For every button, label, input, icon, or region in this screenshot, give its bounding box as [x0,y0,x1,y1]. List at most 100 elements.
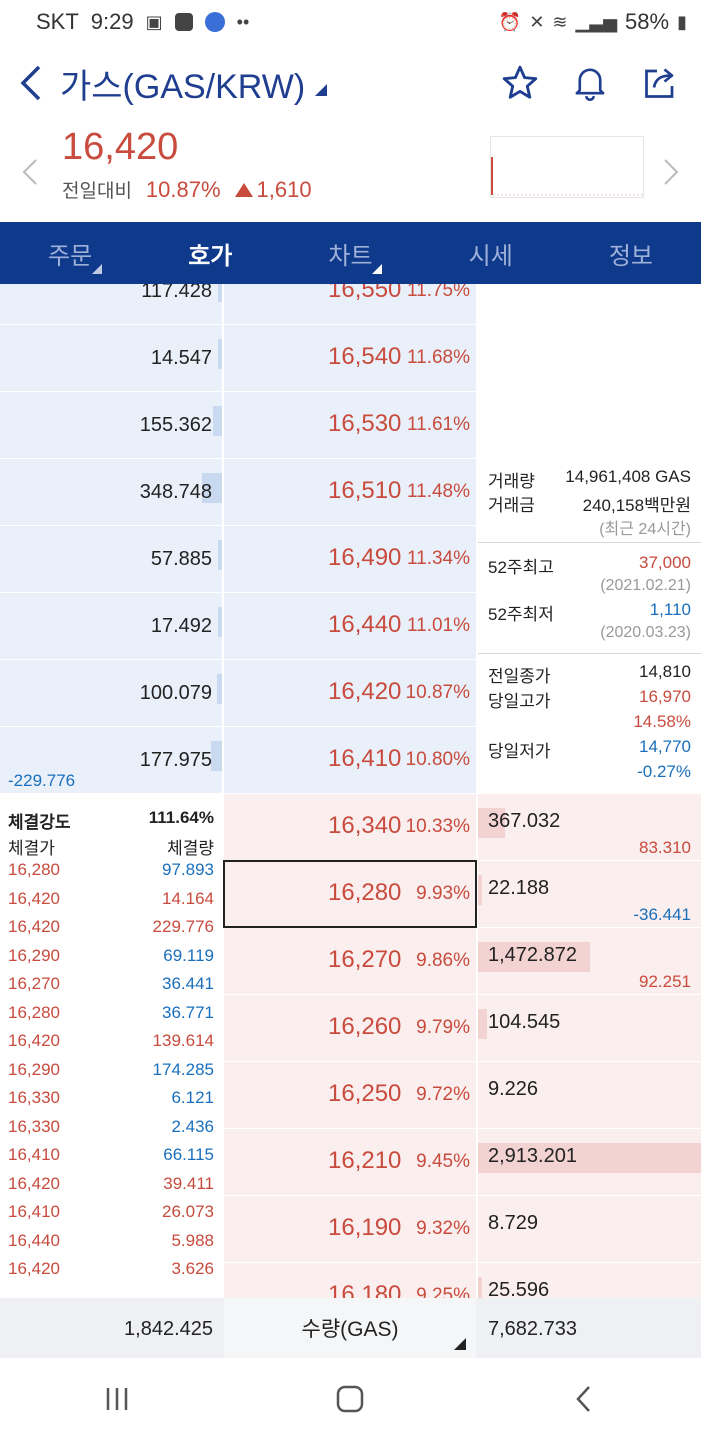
tab-info[interactable]: 정보 [561,222,701,284]
bid-percent: 10.33% [405,816,470,837]
trade-price: 16,420 [8,1173,60,1193]
bid-price: 16,250 [328,1080,402,1107]
alarm-icon: ⏰ [498,11,522,32]
trade-price: 16,280 [8,860,60,879]
tab-chart-label: 차트 [328,242,373,270]
bid-percent: 9.25% [416,1285,470,1298]
coin-selector[interactable]: 가스(GAS/KRW) [60,59,328,108]
ask-price: 16,550 [328,284,402,303]
prev-coin-button[interactable] [14,152,44,192]
share-icon [645,68,674,98]
tab-market[interactable]: 시세 [421,222,561,284]
change-label: 전일대비 [62,181,132,202]
ask-row[interactable]: 155.362 16,530 11.61% [0,392,701,458]
ask-price: 16,410 [328,745,402,772]
trade-row: 16,440 5.988 [8,1231,214,1251]
bid-depth-bar [478,808,505,838]
bid-row[interactable]: 16,250 9.72% 9.226 [0,1062,701,1128]
ask-price: 16,490 [328,544,402,571]
back-button[interactable] [0,44,60,122]
trade-quantity: 6.121 [171,1088,214,1107]
period-note: (최근 24시간) [599,521,691,538]
system-nav-bar [0,1358,701,1440]
ask-quantity: 100.079 [139,682,212,704]
bid-row[interactable]: 16,190 9.32% 8.729 [0,1196,701,1262]
ask-row[interactable]: 117.428 16,550 11.75% [0,284,701,324]
bid-row[interactable]: 16,280 9.93% 22.188 -36.441 [0,861,701,927]
trade-price: 16,420 [8,1259,60,1278]
ask-depth-bar [218,339,222,369]
ask-depth-bar [216,674,222,704]
next-coin-button[interactable] [657,152,687,192]
unit-selector[interactable]: 수량(GAS) [224,1298,476,1358]
tab-chart[interactable]: 차트 [280,222,420,284]
status-bar: SKT 9:29 ▣ •• ⏰ ✕ ≋ ▁▃▅ 58% ▮ [0,0,701,44]
share-button[interactable] [639,62,681,104]
trade-price-header: 체결가 [8,839,55,858]
trade-price: 16,330 [8,1116,60,1136]
ask-total: 1,842.425 [124,1318,213,1340]
ask-quantity-change: -229.776 [8,771,76,790]
bid-percent: 9.79% [416,1017,470,1038]
trade-row: 16,420 139.614 [8,1031,214,1051]
bid-price: 16,190 [328,1214,402,1241]
tab-orderbook[interactable]: 호가 [140,222,383,284]
recent-apps-icon [106,1388,128,1410]
bid-quantity-change: -36.441 [633,905,691,924]
trade-quantity: 69.119 [163,945,214,965]
high52-date: (2021.02.21) [600,577,691,594]
ask-percent: 11.34% [406,548,470,569]
order-book: 117.428 16,550 11.75% 14.547 16,540 11.68%… [0,284,701,1298]
info-divider [478,542,701,543]
recent-apps-button[interactable] [77,1369,157,1429]
trade-price: 16,420 [8,888,60,908]
nav-back-button[interactable] [544,1369,624,1429]
trade-price: 16,270 [8,974,60,993]
ask-depth-bar [218,284,222,302]
trade-quantity: 36.771 [162,1002,214,1022]
home-button[interactable] [310,1369,390,1429]
ask-row[interactable]: 17.492 16,440 11.01% [0,593,701,659]
bid-row[interactable]: 16,340 10.33% 367.032 83.310 [0,794,701,860]
bid-row[interactable]: 16,180 9.25% 25.596 [0,1263,701,1298]
ask-quantity: 17.492 [150,615,212,637]
trade-quantity: 5.988 [171,1230,214,1250]
tab-order[interactable]: 주문 [0,222,140,284]
ask-price: 16,540 [328,343,402,370]
totals-bar: 1,842.425 수량(GAS) 7,682.733 [0,1298,701,1358]
ask-price: 16,510 [328,477,402,504]
trade-quantity: 174.285 [152,1059,214,1079]
trade-row: 16,410 26.073 [8,1202,214,1222]
ask-row[interactable]: 57.885 16,490 11.34% [0,526,701,592]
bid-row[interactable]: 16,260 9.79% 104.545 [0,995,701,1061]
trade-row: 16,290 174.285 [8,1060,214,1080]
battery-level: 58% [625,9,670,34]
bid-total: 7,682.733 [488,1318,577,1340]
exchange-notification-icon [204,12,225,32]
ask-row[interactable]: 348.748 16,510 11.48% [0,459,701,525]
favorite-button[interactable] [499,62,541,104]
bid-quantity: 25.596 [488,1279,550,1298]
home-icon [337,1385,364,1413]
trade-quantity: 2.436 [171,1116,214,1136]
ask-row[interactable]: 177.975 -229.776 16,410 10.80% [0,727,701,793]
star-icon [502,65,538,99]
chevron-left-icon [22,159,37,185]
mini-chart[interactable] [490,136,644,198]
ask-row[interactable]: 100.079 16,420 10.87% [0,660,701,726]
bid-row[interactable]: 16,270 9.86% 1,472.872 92.251 [0,928,701,994]
chevron-right-icon [664,159,679,185]
alert-button[interactable] [569,62,611,104]
bid-price: 16,260 [328,1013,402,1040]
bid-row[interactable]: 16,210 9.45% 2,913.201 [0,1129,701,1195]
tab-market-label: 시세 [468,242,513,270]
strength-value: 111.64% [148,808,214,827]
trade-quantity: 97.893 [162,860,214,879]
ask-depth-bar [213,406,222,436]
bid-percent: 9.32% [416,1218,470,1239]
tab-menu-corner-icon [372,264,383,274]
trade-quantity: 39.411 [163,1173,214,1193]
ask-row[interactable]: 14.547 16,540 11.68% [0,325,701,391]
trade-row: 16,410 66.115 [8,1145,214,1165]
change-row: 전일대비 10.87% 1,610 [62,176,312,203]
